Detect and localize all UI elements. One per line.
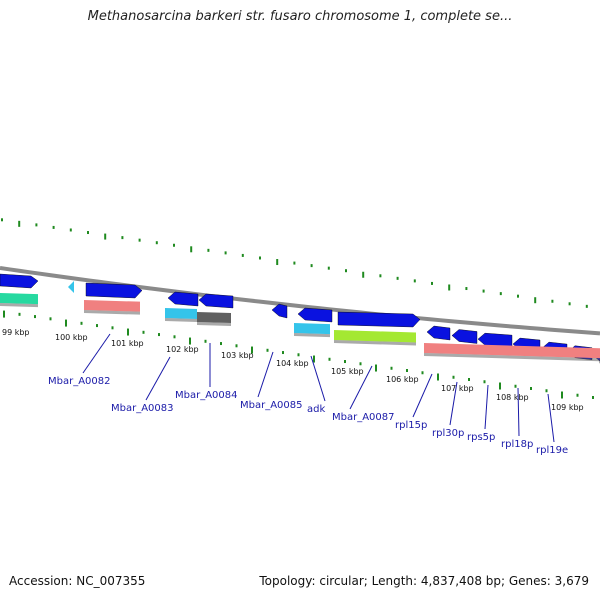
outer-tick-ring xyxy=(1,218,588,308)
gene-label: adk xyxy=(307,404,325,415)
gene-bar xyxy=(84,300,140,312)
backbone-line xyxy=(0,266,600,336)
map-title: Methanosarcina barkeri str. fusaro chrom… xyxy=(87,9,513,24)
label-leader xyxy=(449,381,458,426)
gene-label: rpl15p xyxy=(395,420,427,431)
gene-bar xyxy=(0,293,38,305)
gene-arrow xyxy=(337,311,421,328)
gene-arrow-small xyxy=(68,281,74,293)
gene-bar-shadow xyxy=(84,310,140,315)
label-leader xyxy=(145,356,171,401)
kbp-label: 107 kbp xyxy=(441,384,474,393)
kbp-label: 101 kbp xyxy=(111,339,144,348)
gene-bar xyxy=(165,308,197,319)
kbp-label: 99 kbp xyxy=(2,328,30,337)
gene-bar xyxy=(294,323,330,335)
gene-label: rpl30p xyxy=(432,428,464,439)
kbp-label: 102 kbp xyxy=(166,345,199,354)
kbp-label: 103 kbp xyxy=(221,351,254,360)
gene-label: rpl19e xyxy=(536,445,568,456)
kbp-label: 109 kbp xyxy=(551,403,584,412)
gene-label: Mbar_A0083 xyxy=(111,403,174,414)
gene-arrow xyxy=(451,329,478,344)
kbp-label: 106 kbp xyxy=(386,375,419,384)
gene-arrow xyxy=(271,303,288,319)
gene-bar-shadow xyxy=(334,340,416,346)
gene-label: Mbar_A0085 xyxy=(240,400,303,411)
label-leader xyxy=(412,373,433,418)
gene-label: rpl18p xyxy=(501,439,533,450)
gene-bar xyxy=(424,343,600,359)
topology-text: Topology: circular; Length: 4,837,408 bp… xyxy=(259,574,589,588)
kbp-label: 108 kbp xyxy=(496,393,529,402)
gene-track xyxy=(0,273,600,364)
gene-bar-shadow xyxy=(197,322,231,327)
kbp-label: 104 kbp xyxy=(276,359,309,368)
gene-labels: Mbar_A0082 Mbar_A0083Mbar_A0084Mbar_A0085… xyxy=(48,333,568,456)
gene-bar xyxy=(334,330,416,343)
label-leader xyxy=(349,365,373,410)
label-leader xyxy=(82,333,111,374)
label-leader xyxy=(257,351,274,398)
gene-bar-shadow xyxy=(165,318,197,322)
gene-bar-shadow xyxy=(294,333,330,338)
label-leader xyxy=(547,393,555,443)
inner-tick-ring xyxy=(3,310,594,399)
gene-label: Mbar_A0084 xyxy=(175,390,238,401)
accession-text: Accession: NC_007355 xyxy=(9,574,146,588)
kbp-label: 100 kbp xyxy=(55,333,88,342)
gene-arrow xyxy=(167,291,199,307)
gene-bar-shadow xyxy=(424,353,600,362)
gene-bar xyxy=(197,312,231,324)
kbp-scale-labels: 99 kbp 100 kbp 101 kbp 102 kbp 103 kbp 104 kb… xyxy=(2,328,584,412)
gene-label: rps5p xyxy=(467,432,495,443)
gene-arrow xyxy=(297,307,333,323)
gene-bar-shadow xyxy=(0,303,38,308)
label-leader xyxy=(484,384,489,430)
chromosome-backbone xyxy=(0,266,600,336)
label-leader xyxy=(517,387,520,437)
label-leader xyxy=(310,355,326,402)
gene-arrow xyxy=(426,325,451,341)
gene-arrow xyxy=(0,273,39,289)
kbp-label: 105 kbp xyxy=(331,367,364,376)
gene-label: Mbar_A0087 xyxy=(332,412,395,423)
gene-arrow xyxy=(198,293,234,309)
gene-arrow xyxy=(85,282,143,299)
gene-label: Mbar_A0082 xyxy=(48,376,111,387)
